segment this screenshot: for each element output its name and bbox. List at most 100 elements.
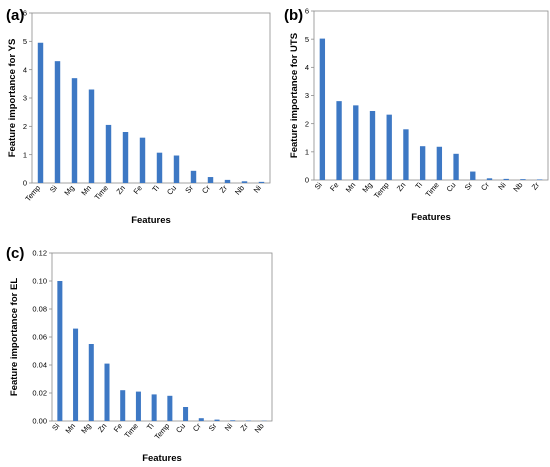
- x-tick-label: Mn: [79, 184, 93, 198]
- bar-sr: [190, 170, 197, 183]
- y-tick-label: 0.06: [32, 333, 47, 342]
- y-tick-label: 0.08: [32, 305, 47, 314]
- bar-zn: [122, 132, 129, 183]
- y-axis-title: Feature importance for YS: [7, 39, 18, 158]
- x-tick-label: Mg: [79, 422, 93, 436]
- bar-mn: [88, 89, 95, 183]
- bar-fe: [139, 137, 146, 183]
- bar-zr: [224, 179, 231, 183]
- bar-cr: [198, 418, 204, 421]
- x-axis-title: Features: [142, 453, 182, 464]
- y-tick-label: 3: [23, 94, 27, 103]
- y-tick-label: 0.12: [32, 249, 47, 258]
- plot-frame: [313, 10, 549, 181]
- x-tick-label: Ti: [413, 180, 424, 191]
- y-tick-label: 0: [23, 179, 27, 188]
- bar-time: [135, 391, 141, 421]
- x-tick-label: Zn: [96, 422, 109, 434]
- x-tick-label: Mn: [344, 181, 358, 195]
- bar-temp: [167, 395, 173, 421]
- chart-el: 0.00 0.02 0.04 0.06 0.08 0.10 0.12 Si Mn Mg Zn Fe Ti…: [9, 249, 273, 464]
- bar-ti: [419, 146, 426, 180]
- y-tick-label: 4: [305, 63, 309, 72]
- x-tick-label: Sr: [207, 421, 219, 433]
- bar-mg: [71, 78, 78, 183]
- bar-temp: [386, 114, 392, 180]
- x-axis-title: Features: [411, 212, 451, 223]
- bar-fe: [120, 390, 126, 421]
- x-tick-label: Ti: [150, 183, 161, 194]
- x-tick-label: Zn: [395, 181, 408, 193]
- y-tick-label: 1: [23, 150, 27, 159]
- x-tick-label: Cr: [200, 183, 212, 195]
- x-tick-label: Sr: [183, 183, 195, 195]
- bar-time: [105, 124, 112, 183]
- x-tick-label: Si: [48, 183, 59, 194]
- bar-si: [57, 281, 63, 421]
- bar-cu: [453, 153, 459, 180]
- bar-mn: [73, 328, 79, 421]
- x-tick-label: Fe: [328, 181, 341, 193]
- x-tick-label: Nb: [233, 184, 246, 197]
- y-axis-title: Feature importance for UTS: [289, 33, 300, 158]
- y-tick-label: 0.00: [32, 417, 47, 426]
- y-tick-label: 2: [305, 119, 309, 128]
- x-tick-label: Time: [93, 184, 110, 202]
- bar-sr: [470, 171, 476, 180]
- y-axis-title: Feature importance for EL: [9, 278, 20, 396]
- y-tick-label: 0.10: [32, 277, 47, 286]
- x-tick-label: Cu: [445, 181, 458, 194]
- bar-time: [436, 146, 443, 180]
- x-tick-label: Temp: [372, 181, 391, 201]
- bar-cu: [173, 155, 180, 183]
- y-tick-label: 1: [305, 147, 309, 156]
- x-tick-label: Ni: [252, 183, 264, 194]
- y-tick-label: 6: [305, 7, 309, 16]
- bar-zn: [403, 129, 409, 180]
- bar-cr: [486, 178, 493, 180]
- x-tick-label: Ti: [145, 421, 156, 432]
- x-tick-label: Zr: [530, 180, 542, 192]
- y-tick-label: 0.04: [32, 361, 47, 370]
- panel-label-c: (c): [6, 245, 24, 262]
- x-tick-label: Mg: [62, 184, 76, 198]
- x-axis-title: Features: [131, 215, 171, 226]
- y-tick-label: 3: [305, 91, 309, 100]
- y-tick-label: 0: [305, 176, 309, 185]
- x-tick-label: Zr: [218, 183, 230, 195]
- bar-si: [319, 38, 326, 180]
- y-tick-label: 5: [23, 37, 27, 46]
- bar-nb: [241, 181, 248, 183]
- x-tick-label: Temp: [153, 422, 172, 442]
- bar-ni: [503, 178, 509, 180]
- bar-nb: [520, 179, 526, 180]
- y-tick-label: 5: [305, 35, 309, 44]
- plot-frame: [31, 12, 271, 184]
- y-tick-label: 0.02: [32, 389, 47, 398]
- x-tick-label: Ni: [223, 421, 235, 432]
- x-tick-label: Sr: [463, 180, 475, 192]
- x-tick-label: Si: [313, 180, 324, 191]
- x-tick-label: Si: [50, 421, 61, 432]
- x-tick-label: Cu: [165, 184, 178, 197]
- x-tick-label: Fe: [132, 184, 145, 196]
- bar-cr: [207, 177, 214, 183]
- bar-ti: [151, 394, 157, 421]
- bar-si: [54, 61, 61, 183]
- x-tick-label: Mn: [64, 422, 78, 436]
- y-tick-label: 4: [23, 65, 27, 74]
- x-tick-label: Nb: [253, 422, 266, 435]
- x-tick-label: Cr: [191, 421, 203, 433]
- x-tick-label: Cu: [174, 422, 187, 435]
- bar-ni: [230, 420, 236, 421]
- x-tick-label: Nb: [511, 181, 524, 194]
- x-tick-label: Zr: [239, 421, 251, 433]
- bar-temp: [37, 42, 44, 183]
- bar-fe: [336, 101, 342, 180]
- x-tick-label: Fe: [112, 422, 125, 434]
- x-tick-label: Mg: [360, 181, 374, 195]
- bar-mg: [369, 110, 376, 180]
